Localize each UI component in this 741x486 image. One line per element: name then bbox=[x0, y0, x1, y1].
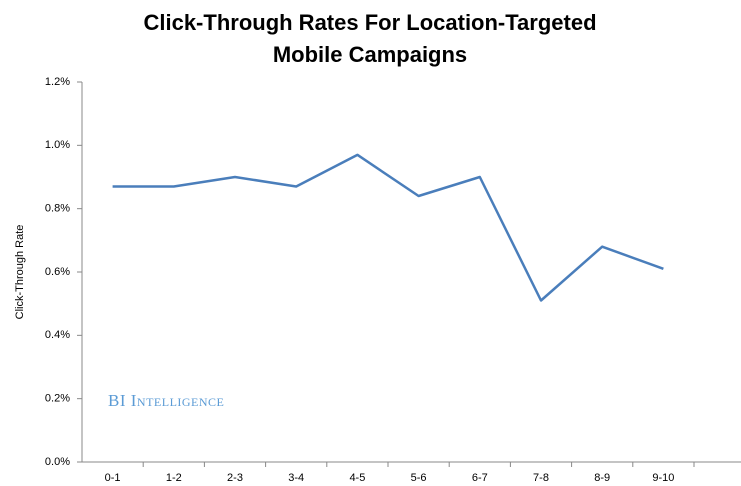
y-tick-label: 1.0% bbox=[45, 139, 70, 151]
watermark: BI Intelligence bbox=[108, 391, 224, 410]
x-tick-label: 5-6 bbox=[411, 472, 427, 484]
x-tick-label: 8-9 bbox=[594, 472, 610, 484]
y-tick-label: 0.6% bbox=[45, 266, 70, 278]
chart-title: Click-Through Rates For Location-Targete… bbox=[143, 10, 596, 35]
x-tick-label: 2-3 bbox=[227, 472, 243, 484]
data-line bbox=[112, 153, 664, 302]
y-axis-label: Click-Through Rate bbox=[14, 225, 26, 320]
y-tick-label: 0.4% bbox=[45, 329, 70, 341]
chart-title: Mobile Campaigns bbox=[273, 42, 467, 67]
x-tick-label: 4-5 bbox=[349, 472, 365, 484]
y-tick-label: 0.0% bbox=[45, 456, 70, 468]
x-tick-label: 7-8 bbox=[533, 472, 549, 484]
y-tick-label: 1.2% bbox=[45, 76, 70, 88]
x-tick-label: 1-2 bbox=[166, 472, 182, 484]
y-tick-label: 0.8% bbox=[45, 203, 70, 215]
x-tick-label: 9-10 bbox=[652, 472, 674, 484]
y-tick-label: 0.2% bbox=[45, 393, 70, 405]
x-tick-label: 0-1 bbox=[105, 472, 121, 484]
x-tick-label: 3-4 bbox=[288, 472, 304, 484]
x-tick-label: 6-7 bbox=[472, 472, 488, 484]
